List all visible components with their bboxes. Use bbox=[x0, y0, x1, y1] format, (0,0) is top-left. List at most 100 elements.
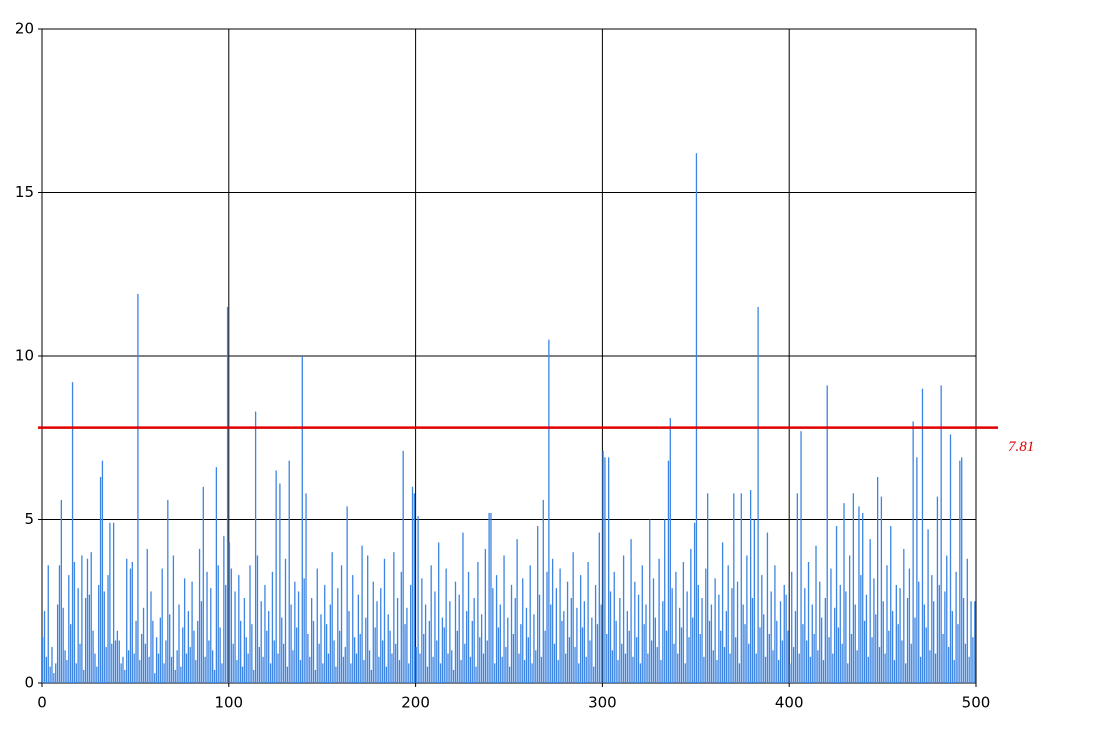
bar bbox=[454, 581, 457, 683]
bar bbox=[550, 604, 552, 683]
x-tick-label: 400 bbox=[775, 694, 804, 712]
bar bbox=[116, 630, 119, 683]
bar bbox=[723, 647, 726, 683]
bar bbox=[916, 457, 918, 683]
bar bbox=[652, 578, 655, 683]
bar bbox=[583, 601, 586, 683]
bar bbox=[210, 588, 212, 683]
bar bbox=[680, 627, 683, 683]
bar bbox=[619, 597, 621, 683]
bar bbox=[266, 630, 268, 683]
bar bbox=[837, 627, 840, 683]
bar bbox=[109, 522, 111, 683]
bar bbox=[684, 663, 686, 683]
bar bbox=[241, 666, 244, 683]
bar bbox=[217, 565, 219, 683]
bar bbox=[318, 643, 320, 683]
bar bbox=[755, 653, 757, 683]
bar bbox=[296, 627, 298, 683]
bar bbox=[253, 669, 255, 683]
bar bbox=[925, 627, 927, 683]
bar bbox=[344, 647, 346, 683]
bar bbox=[243, 597, 246, 683]
bar bbox=[718, 594, 720, 683]
x-tick-label: 200 bbox=[401, 694, 430, 712]
bar bbox=[213, 669, 216, 683]
bar bbox=[962, 597, 965, 683]
bar bbox=[268, 611, 270, 683]
bar bbox=[727, 565, 729, 683]
bar bbox=[322, 663, 324, 683]
bar bbox=[215, 467, 218, 683]
bar bbox=[381, 640, 384, 683]
bar bbox=[522, 578, 524, 683]
bar bbox=[174, 669, 176, 683]
bar bbox=[667, 460, 670, 683]
bar bbox=[899, 588, 901, 683]
bar bbox=[208, 640, 210, 683]
bar bbox=[710, 604, 713, 683]
bar bbox=[548, 339, 550, 683]
bar bbox=[355, 653, 358, 683]
bar bbox=[662, 601, 664, 683]
bar bbox=[495, 575, 498, 683]
bar bbox=[127, 650, 130, 683]
bar bbox=[934, 653, 937, 683]
bar bbox=[73, 562, 76, 683]
bar bbox=[749, 490, 752, 683]
bar bbox=[421, 578, 423, 683]
bar bbox=[238, 575, 240, 683]
bar bbox=[802, 624, 804, 683]
bar bbox=[482, 653, 485, 683]
bar bbox=[426, 666, 429, 683]
bar bbox=[71, 382, 74, 683]
bar bbox=[84, 597, 87, 683]
bar bbox=[441, 617, 444, 683]
bar bbox=[189, 647, 191, 683]
bar bbox=[256, 555, 259, 683]
bar bbox=[395, 643, 397, 683]
bar bbox=[897, 624, 899, 683]
bar bbox=[611, 650, 614, 683]
bar bbox=[497, 627, 500, 683]
bar bbox=[708, 620, 711, 683]
bar bbox=[624, 653, 627, 683]
bar bbox=[146, 548, 148, 683]
bar bbox=[312, 620, 315, 683]
bar bbox=[867, 656, 869, 683]
bar bbox=[460, 660, 462, 683]
bar bbox=[628, 630, 630, 683]
bar bbox=[350, 663, 352, 683]
bar bbox=[959, 460, 961, 683]
bar bbox=[608, 457, 610, 683]
bar bbox=[178, 604, 180, 683]
bar bbox=[701, 597, 703, 683]
bar bbox=[649, 519, 651, 683]
bar bbox=[408, 663, 410, 683]
bar bbox=[193, 630, 195, 683]
bar bbox=[303, 578, 305, 683]
bar bbox=[712, 650, 714, 683]
bar bbox=[118, 640, 120, 683]
bar bbox=[471, 620, 473, 683]
bar bbox=[129, 568, 132, 683]
y-tick-label: 15 bbox=[15, 183, 34, 201]
bar bbox=[841, 643, 843, 683]
bar bbox=[346, 506, 348, 683]
bar bbox=[675, 571, 677, 683]
bar bbox=[494, 663, 496, 683]
bar bbox=[79, 643, 81, 683]
bar bbox=[411, 486, 414, 683]
bar bbox=[240, 620, 242, 683]
bar bbox=[367, 555, 369, 683]
bar bbox=[789, 663, 791, 683]
bar bbox=[740, 493, 742, 683]
bar bbox=[510, 584, 513, 683]
bar bbox=[884, 653, 886, 683]
bar bbox=[570, 597, 572, 683]
bar bbox=[828, 637, 830, 683]
bar bbox=[458, 594, 460, 683]
bar bbox=[316, 568, 318, 683]
bar bbox=[254, 411, 257, 683]
